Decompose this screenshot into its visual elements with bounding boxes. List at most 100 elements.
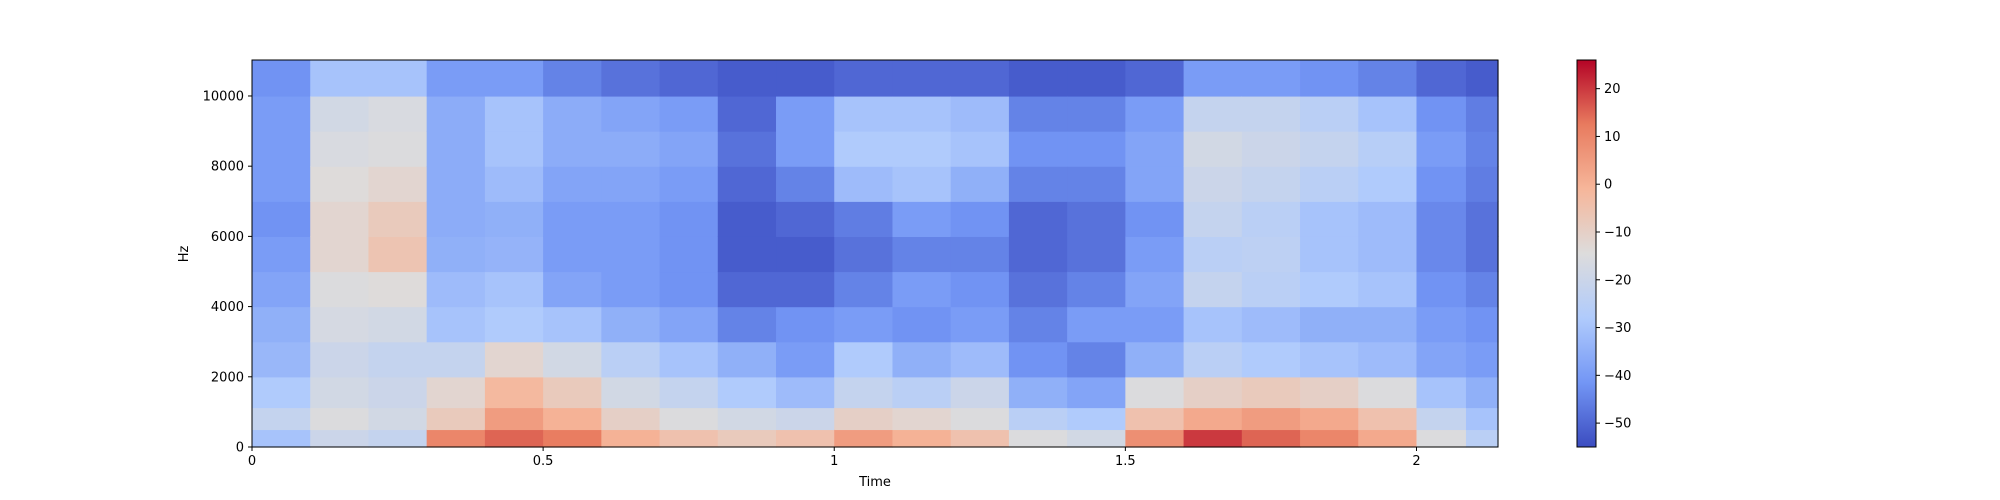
spectrogram-cell xyxy=(1183,60,1243,97)
spectrogram-cell xyxy=(1465,429,1499,448)
spectrogram-cell xyxy=(892,429,952,448)
spectrogram-cell xyxy=(1241,95,1301,132)
spectrogram-cell xyxy=(484,201,544,237)
spectrogram-cell xyxy=(776,306,835,343)
spectrogram-cell xyxy=(601,201,661,237)
spectrogram-cell xyxy=(1241,271,1301,308)
spectrogram-cell xyxy=(252,60,311,97)
spectrogram-cell xyxy=(1125,60,1185,97)
spectrogram-cell xyxy=(1416,306,1467,343)
spectrogram-cell xyxy=(368,166,428,202)
spectrogram-cell xyxy=(252,201,311,237)
spectrogram-cell xyxy=(1183,407,1243,431)
spectrogram-cell xyxy=(543,131,602,167)
spectrogram-cell xyxy=(1358,201,1418,237)
spectrogram-cell xyxy=(717,166,777,202)
spectrogram-cell xyxy=(717,95,777,132)
spectrogram-cell xyxy=(1416,236,1467,273)
spectrogram-cell xyxy=(426,236,486,273)
spectrogram-cell xyxy=(1183,95,1243,132)
colorbar-tick-label: 0 xyxy=(1604,178,1612,193)
spectrogram-cell xyxy=(1183,166,1243,202)
spectrogram-cell xyxy=(1416,407,1467,431)
spectrogram-cell xyxy=(1300,407,1359,431)
spectrogram-cell xyxy=(717,341,777,378)
spectrogram-cell xyxy=(950,166,1010,202)
spectrogram-cell xyxy=(1358,60,1418,97)
spectrogram-cell xyxy=(368,306,428,343)
spectrogram-cell xyxy=(252,236,311,273)
spectrogram-cell xyxy=(543,236,602,273)
spectrogram-cell xyxy=(252,341,311,378)
spectrogram-cell xyxy=(834,429,894,448)
colorbar-tick-label: 20 xyxy=(1604,82,1621,97)
spectrogram-cell xyxy=(1067,95,1126,132)
spectrogram-cell xyxy=(1125,236,1185,273)
spectrogram-cell xyxy=(892,201,952,237)
spectrogram-cell xyxy=(1125,201,1185,237)
spectrogram-cell xyxy=(1125,131,1185,167)
spectrogram-cell xyxy=(1183,131,1243,167)
spectrogram-cell xyxy=(484,341,544,378)
spectrogram-cell xyxy=(950,407,1010,431)
spectrogram-cell xyxy=(1465,407,1499,431)
spectrogram-cell xyxy=(1067,306,1126,343)
spectrogram-cell xyxy=(776,407,835,431)
spectrogram-cell xyxy=(484,306,544,343)
spectrogram-cell xyxy=(426,376,486,409)
spectrogram-cell xyxy=(1465,236,1499,273)
spectrogram-cell xyxy=(776,429,835,448)
spectrogram-cell xyxy=(484,131,544,167)
spectrogram-cell xyxy=(426,429,486,448)
spectrogram-cell xyxy=(543,429,602,448)
spectrogram-cell xyxy=(1465,60,1499,97)
spectrogram-cell xyxy=(1008,429,1068,448)
spectrogram-cell xyxy=(1465,271,1499,308)
spectrogram-cell xyxy=(776,271,835,308)
spectrogram-cell xyxy=(950,429,1010,448)
spectrogram-cell xyxy=(717,131,777,167)
spectrogram-cell xyxy=(484,166,544,202)
spectrogram-cell xyxy=(1067,341,1126,378)
spectrogram-cell xyxy=(1465,166,1499,202)
spectrogram-cell xyxy=(659,131,719,167)
spectrogram-cell xyxy=(426,131,486,167)
spectrogram-cell xyxy=(1125,271,1185,308)
spectrogram-cell xyxy=(1300,131,1359,167)
spectrogram-cell xyxy=(1241,429,1301,448)
spectrogram-cell xyxy=(1183,201,1243,237)
spectrogram-cell xyxy=(1067,201,1126,237)
spectrogram-cell xyxy=(1358,341,1418,378)
spectrogram-cell xyxy=(1241,236,1301,273)
spectrogram-cell xyxy=(659,306,719,343)
spectrogram-cell xyxy=(776,60,835,97)
spectrogram-cell xyxy=(659,271,719,308)
y-tick-label: 6000 xyxy=(211,230,244,245)
spectrogram-cell xyxy=(659,236,719,273)
spectrogram-cell xyxy=(1465,306,1499,343)
spectrogram-cell xyxy=(776,376,835,409)
spectrogram-cell xyxy=(252,95,311,132)
spectrogram-cell xyxy=(484,236,544,273)
spectrogram-cell xyxy=(310,376,370,409)
spectrogram-cell xyxy=(1358,236,1418,273)
spectrogram-cell xyxy=(1125,429,1185,448)
spectrogram-cell xyxy=(310,166,370,202)
spectrogram-cell xyxy=(776,236,835,273)
spectrogram-cell xyxy=(1416,131,1467,167)
spectrogram-cell xyxy=(776,95,835,132)
spectrogram-cell xyxy=(1241,201,1301,237)
spectrogram-cell xyxy=(601,306,661,343)
spectrogram-cell xyxy=(426,341,486,378)
spectrogram-cell xyxy=(1358,131,1418,167)
spectrogram-cell xyxy=(892,306,952,343)
spectrogram-cell xyxy=(1241,376,1301,409)
spectrogram-cell xyxy=(1300,201,1359,237)
spectrogram-cell xyxy=(1241,407,1301,431)
spectrogram-cell xyxy=(368,376,428,409)
spectrogram-cell xyxy=(1125,95,1185,132)
spectrogram-cell xyxy=(1416,341,1467,378)
spectrogram-cell xyxy=(368,236,428,273)
spectrogram-cell xyxy=(1241,341,1301,378)
